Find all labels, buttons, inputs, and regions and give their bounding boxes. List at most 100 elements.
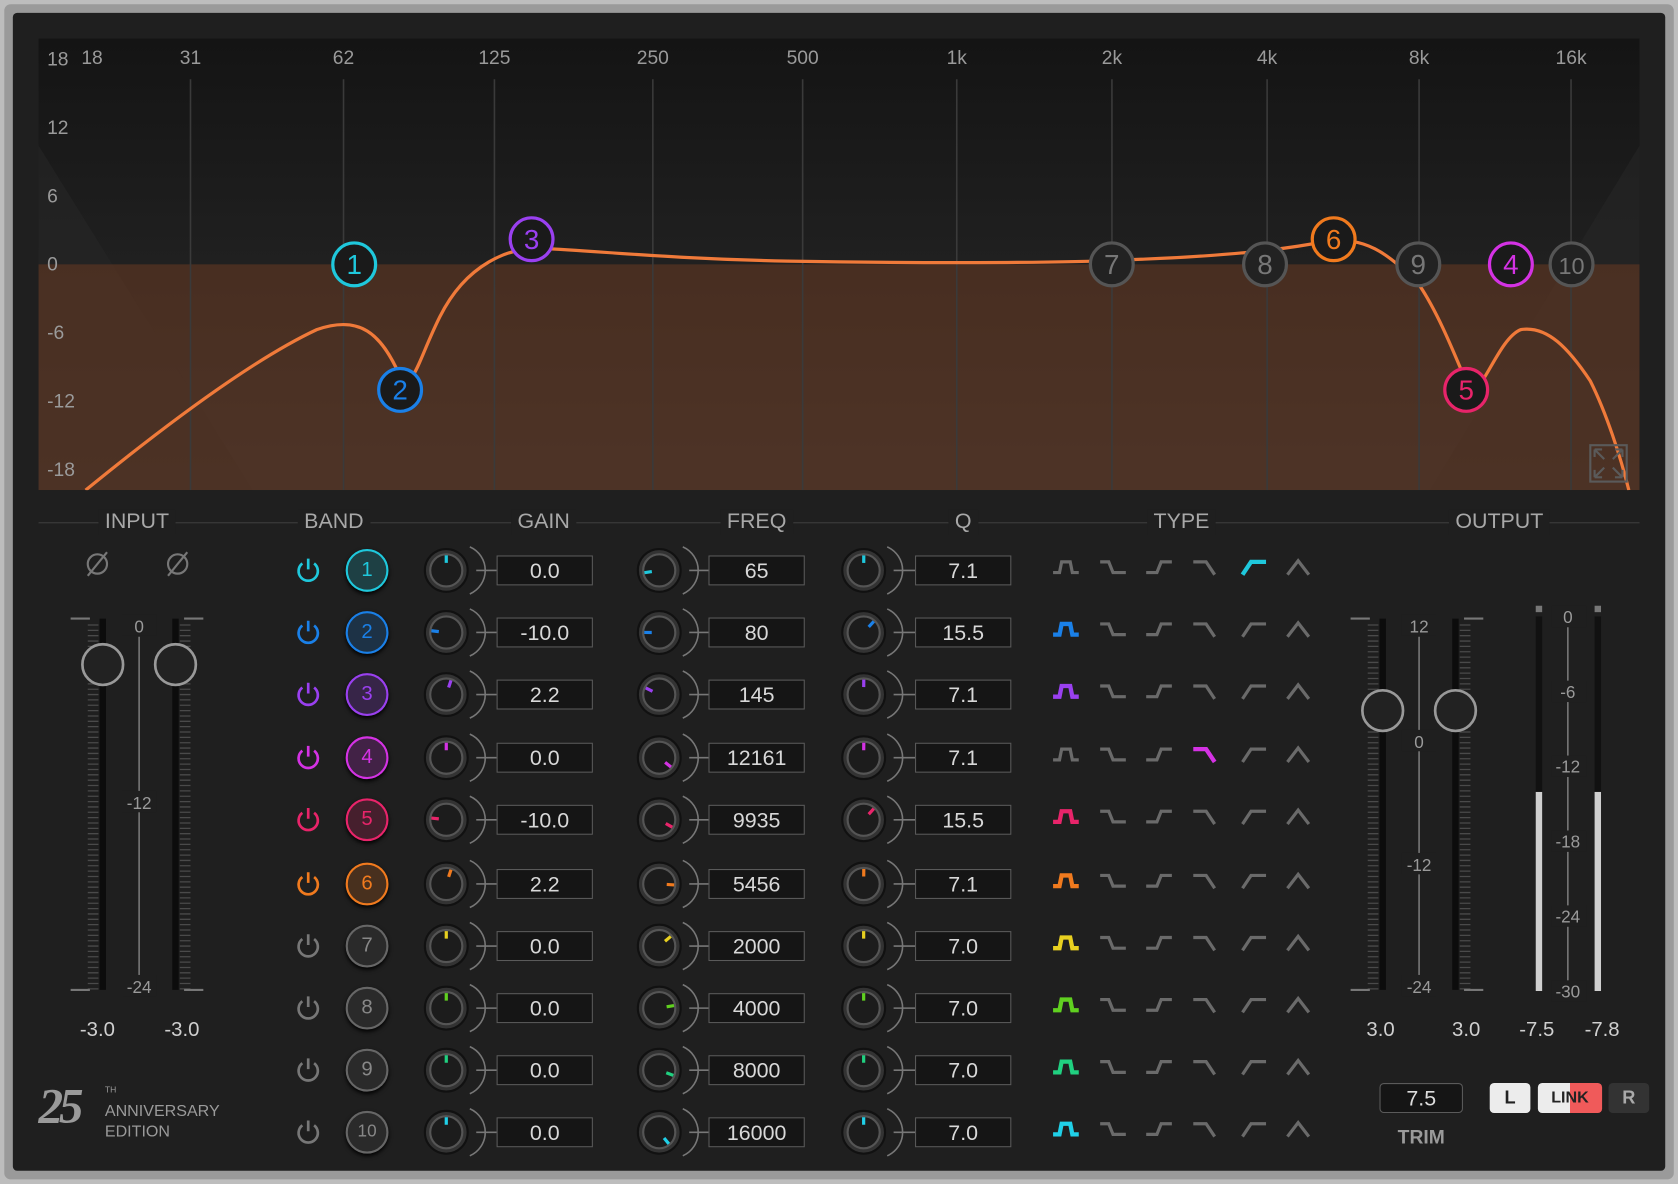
notch-icon[interactable] bbox=[1283, 807, 1315, 828]
band-node-9[interactable]: 9 bbox=[1395, 241, 1442, 288]
q-input[interactable]: 7.1 bbox=[915, 742, 1012, 773]
low-pass-icon[interactable] bbox=[1191, 807, 1223, 828]
fader-thumb[interactable] bbox=[153, 642, 198, 687]
notch-icon[interactable] bbox=[1283, 871, 1315, 892]
high-pass-icon[interactable] bbox=[1238, 1057, 1270, 1078]
band-node-3[interactable]: 3 bbox=[508, 216, 555, 263]
gain-knob[interactable] bbox=[423, 916, 498, 976]
freq-knob[interactable] bbox=[636, 978, 711, 1038]
gain-knob[interactable] bbox=[423, 790, 498, 850]
freq-input[interactable]: 8000 bbox=[708, 1055, 805, 1086]
notch-icon[interactable] bbox=[1283, 682, 1315, 703]
power-icon[interactable] bbox=[292, 930, 324, 962]
q-input[interactable]: 7.1 bbox=[915, 555, 1012, 586]
high-shelf-icon[interactable] bbox=[1144, 682, 1176, 703]
link-button[interactable]: LINK bbox=[1537, 1083, 1603, 1114]
band-node-2[interactable]: 2 bbox=[377, 366, 424, 413]
notch-icon[interactable] bbox=[1283, 620, 1315, 641]
bell-icon[interactable] bbox=[1051, 620, 1083, 641]
freq-input[interactable]: 16000 bbox=[708, 1117, 805, 1148]
gain-knob[interactable] bbox=[423, 854, 498, 914]
bell-icon[interactable] bbox=[1051, 1119, 1083, 1140]
freq-input[interactable]: 80 bbox=[708, 617, 805, 648]
band-node-1[interactable]: 1 bbox=[331, 241, 378, 288]
q-input[interactable]: 7.0 bbox=[915, 1117, 1012, 1148]
q-knob[interactable] bbox=[840, 916, 916, 976]
high-shelf-icon[interactable] bbox=[1144, 745, 1176, 766]
eq-graph[interactable]: 18 31 62 125 250 500 1k 2k 4k 8k 16k181260-6-12-18… bbox=[38, 38, 1640, 491]
freq-knob[interactable] bbox=[636, 665, 711, 725]
power-icon[interactable] bbox=[292, 804, 324, 836]
freq-knob[interactable] bbox=[636, 540, 711, 600]
input-faders[interactable]: 0 -12 -24 bbox=[64, 610, 225, 1001]
freq-input[interactable]: 2000 bbox=[708, 931, 805, 962]
power-icon[interactable] bbox=[292, 679, 324, 711]
low-pass-icon[interactable] bbox=[1191, 558, 1223, 579]
bell-icon[interactable] bbox=[1051, 558, 1083, 579]
high-pass-icon[interactable] bbox=[1238, 745, 1270, 766]
fader-thumb[interactable] bbox=[81, 642, 125, 687]
bell-icon[interactable] bbox=[1051, 1057, 1083, 1078]
high-shelf-icon[interactable] bbox=[1144, 620, 1176, 641]
low-pass-icon[interactable] bbox=[1191, 682, 1223, 703]
low-shelf-icon[interactable] bbox=[1098, 933, 1130, 954]
freq-input[interactable]: 12161 bbox=[708, 742, 805, 773]
freq-knob[interactable] bbox=[636, 916, 711, 976]
q-knob[interactable] bbox=[840, 728, 916, 788]
high-shelf-icon[interactable] bbox=[1144, 558, 1176, 579]
low-pass-icon[interactable] bbox=[1191, 871, 1223, 892]
q-input[interactable]: 7.0 bbox=[915, 993, 1012, 1024]
power-icon[interactable] bbox=[292, 554, 324, 586]
gain-input[interactable]: -10.0 bbox=[496, 617, 593, 648]
band-button-2[interactable]: 2 bbox=[345, 611, 389, 654]
q-input[interactable]: 7.1 bbox=[915, 869, 1012, 899]
low-shelf-icon[interactable] bbox=[1098, 745, 1130, 766]
low-shelf-icon[interactable] bbox=[1098, 1119, 1130, 1140]
q-knob[interactable] bbox=[840, 540, 916, 600]
freq-knob[interactable] bbox=[636, 728, 711, 788]
bell-icon[interactable] bbox=[1051, 745, 1083, 766]
left-channel-button[interactable]: L bbox=[1489, 1083, 1531, 1114]
low-shelf-icon[interactable] bbox=[1098, 871, 1130, 892]
band-node-6[interactable]: 6 bbox=[1310, 216, 1357, 263]
band-node-8[interactable]: 8 bbox=[1242, 241, 1289, 288]
power-icon[interactable] bbox=[292, 616, 324, 648]
low-pass-icon[interactable] bbox=[1191, 620, 1223, 641]
band-button-5[interactable]: 5 bbox=[345, 798, 389, 842]
freq-knob[interactable] bbox=[636, 1102, 711, 1162]
gain-input[interactable]: 0.0 bbox=[496, 555, 593, 586]
trim-input[interactable]: 7.5 bbox=[1379, 1083, 1463, 1114]
gain-input[interactable]: 0.0 bbox=[496, 1117, 593, 1148]
freq-knob[interactable] bbox=[636, 1040, 711, 1100]
freq-input[interactable]: 4000 bbox=[708, 993, 805, 1024]
bell-icon[interactable] bbox=[1051, 682, 1083, 703]
notch-icon[interactable] bbox=[1283, 995, 1315, 1016]
low-shelf-icon[interactable] bbox=[1098, 620, 1130, 641]
gain-knob[interactable] bbox=[423, 603, 498, 663]
low-pass-icon[interactable] bbox=[1191, 1119, 1223, 1140]
bell-icon[interactable] bbox=[1051, 871, 1083, 892]
gain-knob[interactable] bbox=[423, 665, 498, 725]
freq-knob[interactable] bbox=[636, 603, 711, 663]
high-pass-icon[interactable] bbox=[1238, 933, 1270, 954]
freq-input[interactable]: 65 bbox=[708, 555, 805, 586]
gain-input[interactable]: -10.0 bbox=[496, 804, 593, 835]
band-button-6[interactable]: 6 bbox=[345, 862, 389, 906]
q-knob[interactable] bbox=[840, 603, 916, 663]
band-button-1[interactable]: 1 bbox=[345, 549, 389, 592]
high-shelf-icon[interactable] bbox=[1144, 933, 1176, 954]
q-knob[interactable] bbox=[840, 978, 916, 1038]
q-knob[interactable] bbox=[840, 854, 916, 914]
freq-input[interactable]: 145 bbox=[708, 679, 805, 710]
low-shelf-icon[interactable] bbox=[1098, 682, 1130, 703]
gain-input[interactable]: 2.2 bbox=[496, 679, 593, 710]
gain-knob[interactable] bbox=[423, 1040, 498, 1100]
phase-invert-icon[interactable] bbox=[162, 548, 194, 580]
power-icon[interactable] bbox=[292, 1116, 324, 1148]
freq-knob[interactable] bbox=[636, 790, 711, 850]
q-knob[interactable] bbox=[840, 665, 916, 725]
notch-icon[interactable] bbox=[1283, 745, 1315, 766]
high-shelf-icon[interactable] bbox=[1144, 995, 1176, 1016]
gain-knob[interactable] bbox=[423, 540, 498, 600]
band-button-8[interactable]: 8 bbox=[345, 986, 389, 1030]
